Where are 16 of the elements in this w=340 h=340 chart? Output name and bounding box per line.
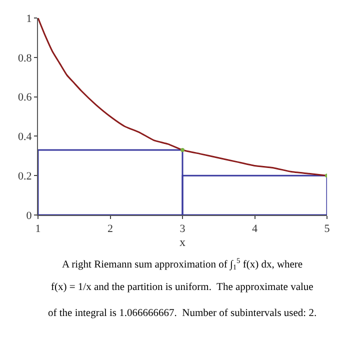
x-tick-label: 2 bbox=[108, 223, 113, 236]
y-tick-label: 0.8 bbox=[18, 52, 32, 64]
text: of the integral is 1.066666667. Number of subintervals used: 2. bbox=[48, 308, 317, 319]
x-tick-label: 1 bbox=[35, 223, 41, 236]
y-tick-label: 0.2 bbox=[18, 170, 32, 182]
x-axis-title: x bbox=[180, 235, 186, 250]
y-tick-label: 0 bbox=[26, 210, 32, 222]
y-tick-label: 1 bbox=[26, 12, 32, 25]
text: A right Riemann sum approximation of ∫$_{1}$$^{5}$ f(x) dx, where bbox=[62, 256, 303, 272]
x-tick-label: 3 bbox=[180, 223, 186, 236]
y-tick-label: 0.6 bbox=[18, 92, 32, 104]
y-tick-label: 0.4 bbox=[18, 131, 32, 144]
x-tick-label: 4 bbox=[252, 223, 258, 236]
text: f(x) = 1/x and the partition is uniform. The approximate value bbox=[51, 282, 314, 293]
x-tick-label: 5 bbox=[324, 223, 330, 236]
line-series bbox=[38, 18, 327, 176]
